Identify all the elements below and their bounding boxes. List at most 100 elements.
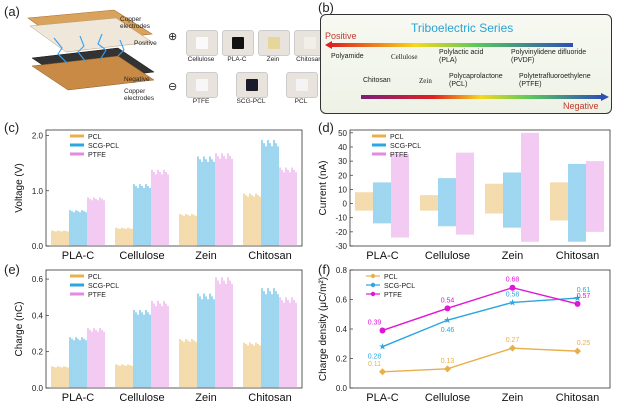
charge-density-chart: 0.0 0.2 0.4 0.6 0.8 PLA-C Cellulose Zein Chitosa… [318, 266, 611, 404]
x-tick-label: Chitosan [248, 250, 291, 262]
plus-icon: ⊕ [168, 31, 178, 43]
series-line [382, 347, 578, 373]
legend-label: PTFE [88, 292, 106, 299]
data-point-diamond [574, 347, 581, 355]
data-label: 0.13 [441, 358, 455, 365]
sample-label: SCG-PCL [236, 98, 266, 105]
x-tick-label: Chitosan [248, 392, 291, 404]
device-layers-graphic [27, 9, 155, 91]
tribo-item: Polyvinylidene difluoride (PVDF) [511, 49, 587, 64]
panel-label-b: (b) [318, 0, 334, 15]
plot-frame [45, 269, 303, 389]
y-tick-label: -20 [335, 228, 347, 237]
label-copper-bottom: Copper electrodes [124, 88, 154, 102]
tribo-negative-label: Negative [563, 101, 599, 111]
tribo-item: Chitosan [363, 77, 391, 84]
legend-label: PTFE [88, 152, 106, 159]
x-tick-label: Cellulose [119, 250, 164, 262]
current-chart: 50 40 30 20 10 0 -10 -20 -30 PLA-C Cellulose Zein Ch… [318, 129, 611, 262]
panel-label-d: (d) [318, 120, 334, 135]
legend-label: SCG-PCL [384, 283, 415, 290]
legend-label: SCG-PCL [88, 143, 119, 150]
tribo-item: Polyamide [331, 53, 364, 60]
panel-label-c: (c) [4, 120, 20, 135]
y-axis-label: Voltage (V) [14, 163, 25, 212]
label-positive: Positive [134, 40, 157, 47]
sample-ptfe [186, 72, 218, 98]
legend-label: PCL [390, 134, 404, 141]
x-tick-label: PLA-C [62, 250, 94, 262]
tribo-item: Cellulose [391, 53, 418, 61]
sample-pcl [286, 72, 318, 98]
legend-label: SCG-PCL [88, 283, 119, 290]
x-tick-label: Zein [502, 392, 523, 404]
data-label: 0.58 [506, 291, 520, 298]
x-tick-label: Cellulose [119, 392, 164, 404]
data-point-circle [444, 305, 451, 312]
y-tick-label: -30 [335, 242, 347, 251]
tribo-item: Polytetrafluoroethylene (PTFE) [519, 73, 591, 88]
x-tick-label: PLA-C [366, 392, 398, 404]
y-axis-label: Charge (nC) [14, 301, 25, 356]
legend-marker [370, 273, 376, 279]
y-tick-label: 50 [338, 129, 347, 138]
device-illustration: Copper electrodes Positive Negative Copp… [24, 4, 164, 114]
sample-zein [258, 30, 290, 56]
tribo-title: Triboelectric Series [411, 21, 514, 35]
data-label: 0.28 [368, 354, 382, 361]
data-point-star: ★ [378, 342, 386, 352]
legend-label: SCG-PCL [390, 143, 421, 150]
label-copper-top: Copper electrodes [120, 16, 150, 30]
tribo-positive-label: Positive [325, 31, 357, 41]
x-tick-label: Zein [195, 392, 216, 404]
sample-pla-c [222, 30, 254, 56]
y-tick-label: 0.4 [336, 325, 348, 334]
legend-label: PTFE [384, 292, 402, 299]
legend-label: PCL [384, 274, 398, 281]
data-point-circle [509, 284, 516, 291]
x-tick-label: Zein [195, 250, 216, 262]
legend-label: PTFE [390, 152, 408, 159]
plot-frame [45, 129, 303, 247]
data-point-diamond [444, 365, 451, 373]
sample-label: PLA-C [227, 56, 247, 63]
y-tick-label: 10 [338, 185, 347, 194]
data-point-diamond [379, 368, 386, 376]
sample-scg-pcl [236, 72, 268, 98]
y-axis-label: Current (nA) [318, 160, 329, 215]
data-label: 0.39 [368, 319, 382, 326]
legend-label: PCL [88, 134, 102, 141]
y-tick-label: 20 [338, 171, 347, 180]
sample-label: Chitosan [296, 56, 322, 63]
data-point-diamond [509, 344, 516, 352]
y-tick-label: 0.0 [32, 242, 44, 251]
legend-label: PCL [88, 274, 102, 281]
tribo-item: Zein [419, 77, 432, 85]
data-label: 0.46 [441, 327, 455, 334]
tribo-item: Polycaprolactone (PCL) [449, 73, 503, 88]
y-tick-label: 0.6 [336, 296, 348, 305]
y-tick-label: 0.0 [32, 384, 44, 393]
panel-label-a: (a) [4, 4, 20, 19]
x-tick-label: Chitosan [556, 392, 599, 404]
label-negative: Negative [124, 76, 150, 83]
y-axis-label: Charge density (μC/m²) [318, 277, 329, 381]
data-label: 0.61 [577, 287, 591, 294]
data-point-star: ★ [508, 297, 516, 307]
y-tick-label: -10 [335, 214, 347, 223]
minus-icon: ⊖ [168, 81, 178, 93]
series-line [382, 297, 578, 348]
x-tick-label: Chitosan [556, 250, 599, 262]
sample-label: PCL [294, 98, 308, 105]
plot-frame [349, 129, 611, 247]
x-tick-label: Cellulose [425, 250, 470, 262]
tribo-gradient-arrow-top [325, 41, 573, 49]
series-line [382, 286, 578, 332]
x-tick-label: PLA-C [62, 392, 94, 404]
legend-marker [370, 291, 376, 297]
tribo-gradient-arrow-bottom [361, 93, 609, 101]
data-label: 0.68 [506, 277, 520, 284]
y-tick-label: 0.2 [32, 348, 44, 357]
data-point-circle [574, 300, 581, 307]
x-tick-label: PLA-C [366, 250, 398, 262]
